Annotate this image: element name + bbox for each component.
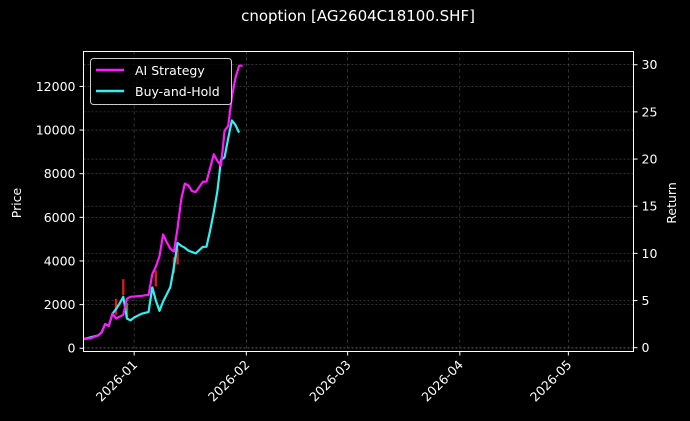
plot-frame bbox=[83, 51, 634, 352]
left-tick-label: 8000 bbox=[44, 166, 76, 181]
left-tick-label: 12000 bbox=[36, 79, 76, 94]
right-axis-ticks: 0 5 10 15 20 25 30 bbox=[633, 57, 658, 355]
right-tick-label: 15 bbox=[642, 199, 658, 214]
x-tick-label: 2026-04 bbox=[418, 357, 466, 405]
right-tick-label: 20 bbox=[642, 152, 658, 167]
left-axis-label: Price bbox=[9, 187, 24, 218]
x-tick-label: 2026-03 bbox=[306, 357, 354, 405]
x-tick-label: 2026-05 bbox=[527, 357, 575, 405]
left-tick-label: 4000 bbox=[44, 253, 76, 268]
x-tick-label: 2026-02 bbox=[205, 357, 253, 405]
left-tick-label: 2000 bbox=[44, 297, 76, 312]
chart-title: cnoption [AG2604C18100.SHF] bbox=[241, 7, 475, 25]
left-tick-label: 0 bbox=[68, 341, 76, 356]
right-tick-label: 25 bbox=[642, 104, 658, 119]
ai-strategy-line bbox=[83, 64, 243, 341]
right-tick-label: 10 bbox=[642, 246, 658, 261]
legend-ai-label: AI Strategy bbox=[135, 63, 205, 78]
right-axis-label: Return bbox=[664, 182, 679, 223]
legend-box bbox=[90, 58, 232, 105]
right-tick-label: 0 bbox=[642, 340, 650, 355]
x-tick-label: 2026-01 bbox=[93, 357, 141, 405]
right-tick-label: 5 bbox=[642, 293, 650, 308]
buy-and-hold-line bbox=[83, 119, 241, 341]
left-axis-ticks: 0 2000 4000 6000 8000 10000 12000 bbox=[36, 79, 84, 356]
x-axis-ticks: 2026-01 2026-02 2026-03 2026-04 2026-05 bbox=[93, 351, 575, 405]
legend: AI Strategy Buy-and-Hold bbox=[90, 58, 232, 105]
legend-bh-label: Buy-and-Hold bbox=[135, 84, 220, 99]
right-tick-label: 30 bbox=[642, 57, 658, 72]
left-tick-label: 10000 bbox=[36, 123, 76, 138]
left-tick-label: 6000 bbox=[44, 210, 76, 225]
